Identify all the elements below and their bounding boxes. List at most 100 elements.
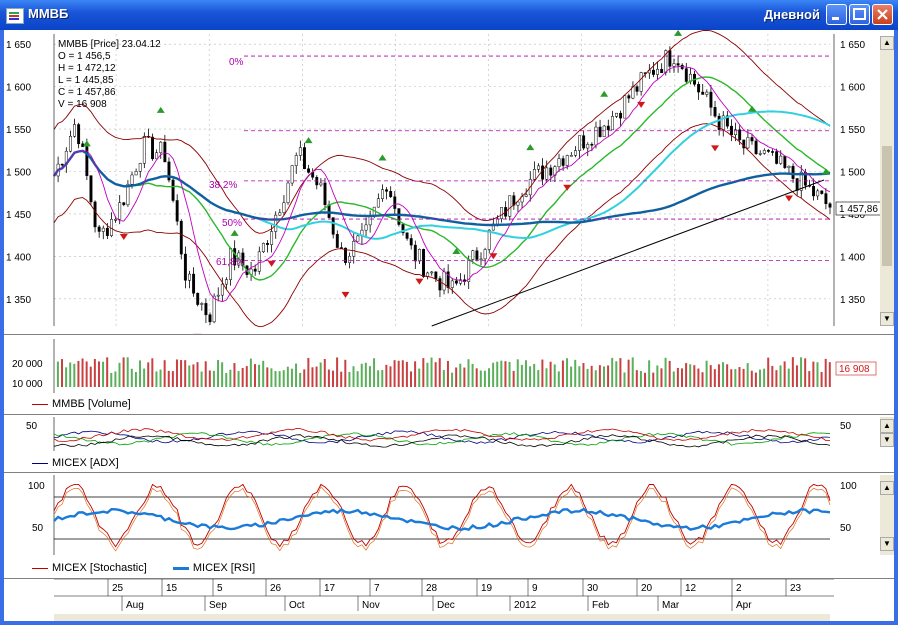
candle-body (212, 295, 216, 323)
candle-body (60, 163, 64, 166)
ohlc-low: L = 1 445,85 (58, 75, 114, 86)
volume-bar (229, 369, 232, 387)
volume-bar (557, 371, 560, 387)
volume-bar (422, 358, 425, 387)
adx-scrollbar[interactable]: ▲ ▼ (880, 417, 894, 447)
candle-body (500, 207, 503, 219)
volume-bar (389, 366, 392, 387)
candle-body (438, 278, 442, 291)
volume-bar (771, 365, 774, 387)
volume-bar (81, 358, 84, 387)
candle-body (352, 241, 356, 257)
candle-body (188, 273, 191, 281)
volume-bar (697, 368, 700, 387)
candle-body (635, 86, 639, 92)
volume-bar (656, 365, 659, 387)
maximize-icon (853, 8, 866, 20)
volume-bar (331, 370, 334, 387)
volume-bar (175, 359, 178, 387)
candle-body (454, 280, 458, 284)
candle-body (713, 107, 717, 117)
volume-bar (767, 357, 770, 387)
price-chart[interactable]: 1 650 1 650 1 600 1 600 1 550 1 550 1 500 1 500… (4, 29, 894, 340)
candle-body (672, 63, 676, 67)
volume-bar (475, 368, 478, 387)
volume-bar (590, 365, 593, 387)
volume-bar (566, 358, 569, 387)
candle-body (565, 155, 569, 166)
candle-body (561, 158, 565, 166)
volume-bar (800, 357, 803, 387)
price-scrollbar[interactable]: ▲ ▼ (880, 36, 894, 326)
volume-bar (500, 360, 503, 387)
adx-pane[interactable]: 50 50 MICEX [ADX] ▲ ▼ (4, 415, 894, 473)
volume-bar (508, 361, 511, 387)
volume-pane[interactable]: 20 000 10 000 16 908 ММВБ [Volume] (4, 335, 894, 415)
osc-scrollbar[interactable]: ▲ ▼ (880, 475, 894, 555)
maximize-button[interactable] (849, 4, 870, 25)
volume-bar (754, 372, 757, 387)
volume-bar (529, 366, 532, 387)
scroll-up-button[interactable]: ▲ (880, 36, 894, 50)
rsi-line (53, 507, 831, 532)
osc-tick-50: 50 (32, 523, 44, 534)
volume-bar (648, 360, 651, 387)
title-bar[interactable]: ММВБ Дневной (0, 0, 898, 30)
adx-scroll-down[interactable]: ▼ (880, 433, 894, 447)
osc-scroll-down[interactable]: ▼ (880, 537, 894, 551)
candle-body (196, 292, 200, 305)
volume-bar (795, 365, 798, 387)
volume-bars (53, 339, 831, 393)
volume-bar (139, 360, 142, 387)
close-button[interactable] (872, 4, 893, 25)
oscillator-pane[interactable]: 100 50 100 50 MICEX [Stochastic] MICEX [… (4, 473, 894, 579)
horizontal-scrollbar[interactable] (54, 614, 830, 621)
volume-chart[interactable]: 20 000 10 000 16 908 (4, 335, 894, 393)
volume-bar (196, 362, 199, 387)
scroll-thumb[interactable] (882, 146, 892, 266)
candle-body (130, 174, 134, 185)
volume-bar (446, 360, 449, 387)
candle-body (582, 135, 586, 149)
volume-bar (635, 370, 638, 387)
volume-legend: ММВБ [Volume] (32, 398, 131, 410)
price-pane[interactable]: 1 650 1 650 1 600 1 600 1 550 1 550 1 500 1 500… (4, 29, 894, 340)
candle-body (89, 175, 93, 203)
day-label: 2 (736, 583, 742, 594)
minimize-button[interactable] (826, 4, 847, 25)
candle-body (578, 135, 581, 151)
volume-bar (188, 365, 191, 387)
volume-bar (69, 362, 72, 387)
volume-bar (266, 367, 269, 387)
scroll-down-button[interactable]: ▼ (880, 312, 894, 326)
volume-bar (97, 361, 100, 387)
osc-scroll-up[interactable]: ▲ (880, 481, 894, 495)
price-tick-right: 1 350 (840, 295, 865, 306)
candle-body (307, 168, 311, 173)
adx-scroll-up[interactable]: ▲ (880, 419, 894, 433)
volume-bar (233, 363, 236, 387)
volume-bar (311, 367, 314, 387)
volume-bar (668, 360, 671, 387)
candle-body (820, 190, 824, 194)
volume-bar (340, 371, 343, 387)
oscillator-chart[interactable]: 100 50 100 50 (4, 473, 894, 557)
adx-chart[interactable]: 50 50 (4, 415, 894, 453)
osc-tick-100-right: 100 (840, 481, 857, 492)
minimize-icon (832, 17, 839, 20)
candle-body (171, 179, 175, 201)
candle-body (183, 253, 187, 281)
candle-body (114, 219, 118, 221)
volume-bar (426, 362, 429, 387)
buy-signal-arrow (452, 247, 461, 254)
volume-bar (549, 361, 552, 387)
volume-bar (574, 359, 577, 387)
osc-legend: MICEX [Stochastic] MICEX [RSI] (32, 562, 255, 574)
volume-bar (812, 361, 815, 387)
candle-body (487, 229, 491, 250)
volume-bar (414, 361, 417, 387)
volume-bar (93, 359, 96, 387)
volume-bar (315, 366, 318, 387)
chart-app-icon[interactable] (6, 8, 24, 24)
candle-body (816, 190, 820, 197)
